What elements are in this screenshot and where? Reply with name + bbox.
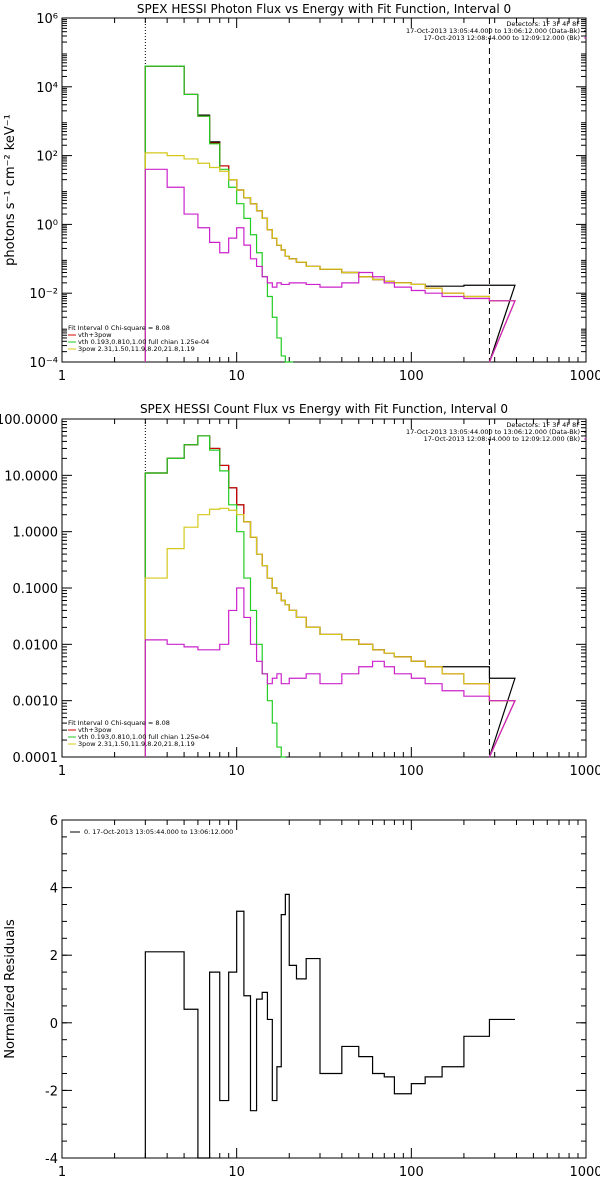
y-tick-label: 0.0001 <box>13 751 59 766</box>
x-tick-label: 1000 <box>569 369 600 384</box>
legend-top-text: 17-Oct-2013 12:08:44.000 to 12:09:12.000… <box>424 435 580 443</box>
y-tick-label: -2 <box>45 1084 58 1099</box>
y-axis-label: photons s⁻¹ cm⁻² keV⁻¹ <box>3 114 18 266</box>
plot-frame <box>61 418 587 758</box>
series-vth-line <box>144 435 286 758</box>
legend-bottom-text: vth+3pow <box>78 726 112 734</box>
x-tick-label: 10 <box>228 1165 245 1180</box>
legend-top-text: Detectors: 1F 3F 4F 8F <box>506 421 580 429</box>
x-tick-label: 10 <box>228 764 245 779</box>
y-tick-label: 10² <box>36 150 58 165</box>
series-pow-line <box>144 152 516 363</box>
x-tick-label: 100 <box>399 369 424 384</box>
y-tick-label: -4 <box>45 1152 58 1167</box>
y-tick-label: 10⁻² <box>29 287 58 302</box>
x-tick-label: 1 <box>58 1165 66 1180</box>
legend-top-text: 17-Oct-2013 13:05:44.000 to 13:06:12.000… <box>406 27 580 35</box>
legend-bottom-text: Fit Interval 0 Chi-square = 8.08 <box>68 324 170 332</box>
x-tick-label: 1 <box>58 369 66 384</box>
legend-top-text: 17-Oct-2013 13:05:44.000 to 13:06:12.000… <box>406 428 580 436</box>
series-background-line <box>144 168 516 363</box>
plot-frame <box>61 819 587 1159</box>
x-tick-label: 1000 <box>569 1165 600 1180</box>
legend-bottom-text: 3pow 2.31,1.50,11.9,8.20,21.8,1.19 <box>78 345 195 353</box>
x-tick-label: 1000 <box>569 764 600 779</box>
legend-top-text: 17-Oct-2013 12:08:44.000 to 12:09:12.000… <box>424 34 580 42</box>
y-tick-label: 0.0010 <box>13 695 59 710</box>
count-flux-panel: SPEX HESSI Count Flux vs Energy with Fit… <box>0 402 600 779</box>
x-tick-label: 100 <box>399 1165 424 1180</box>
legend-bottom-text: Fit Interval 0 Chi-square = 8.08 <box>68 719 170 727</box>
series-residuals-line <box>144 893 515 1159</box>
y-tick-label: 0 <box>50 1017 58 1032</box>
residuals-panel: 1 10 100 1000 -4 -2 0 2 4 6 Normalized Residuals 0.… <box>3 814 600 1180</box>
series-fit_total-line <box>144 65 516 363</box>
y-axis-label: Normalized Residuals <box>3 919 18 1059</box>
series-data-line <box>144 65 516 363</box>
series-fit_total-line <box>144 435 516 758</box>
series-pow-line <box>144 507 516 758</box>
y-tick-label: 6 <box>50 814 58 829</box>
y-tick-label: 10.0000 <box>4 469 58 484</box>
y-tick-label: 0.0100 <box>13 638 59 653</box>
y-tick-label: 1.0000 <box>13 526 59 541</box>
y-tick-label: 10⁶ <box>36 12 58 27</box>
legend-bottom-text: vth 0.193,0.810,1.00 full chian 1.25e-04 <box>78 733 209 741</box>
y-tick-label: 2 <box>50 949 58 964</box>
legend-top-text: 0. 17-Oct-2013 13:05:44.000 to 13:06:12.… <box>84 828 233 836</box>
legend-bottom-text: 3pow 2.31,1.50,11.9,8.20,21.8,1.19 <box>78 740 195 748</box>
photon-flux-panel: SPEX HESSI Photon Flux vs Energy with Fi… <box>3 2 600 384</box>
x-tick-label: 10 <box>228 369 245 384</box>
y-tick-label: 0.1000 <box>13 582 59 597</box>
chart-title: SPEX HESSI Photon Flux vs Energy with Fi… <box>137 2 511 16</box>
series-vth-line <box>144 65 294 363</box>
legend-top-text: Detectors: 1F 3F 4F 8F <box>506 20 580 28</box>
y-tick-label: 100.0000 <box>0 413 58 428</box>
legend-bottom-text: vth+3pow <box>78 331 112 339</box>
plot-frame <box>61 17 587 363</box>
y-tick-label: 10⁰ <box>36 218 58 233</box>
series-background-line <box>144 587 516 758</box>
y-tick-label: 4 <box>50 882 58 897</box>
series-data-line <box>144 435 516 758</box>
x-tick-label: 100 <box>399 764 424 779</box>
x-tick-label: 1 <box>58 764 66 779</box>
chart-title: SPEX HESSI Count Flux vs Energy with Fit… <box>140 402 508 416</box>
y-tick-label: 10⁴ <box>36 81 58 96</box>
y-tick-label: 10⁻⁴ <box>29 356 58 371</box>
legend-bottom-text: vth 0.193,0.810,1.00 full chian 1.25e-04 <box>78 338 209 346</box>
